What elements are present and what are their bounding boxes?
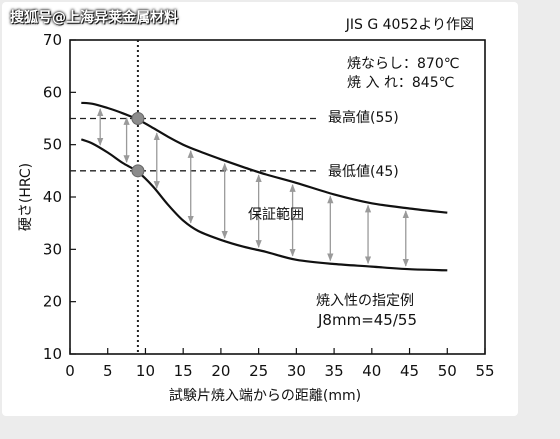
x-tick-label: 15 — [174, 362, 193, 380]
x-tick-label: 35 — [325, 362, 344, 380]
watermark-text: 搜狐号@上海异莱金属材料 — [10, 10, 178, 26]
y-tick-label: 40 — [43, 188, 62, 206]
condition-normalizing: 焼ならし：870℃ — [347, 56, 459, 72]
y-tick-label: 50 — [43, 136, 62, 154]
x-tick-label: 0 — [65, 362, 75, 380]
y-tick-label: 30 — [43, 240, 62, 258]
y-tick-label: 10 — [43, 345, 62, 363]
x-tick-label: 55 — [475, 362, 494, 380]
max-hardness-point — [131, 112, 145, 125]
spec-title: 焼入性の指定例 — [316, 293, 414, 309]
ref-line-min-label: 最低値(45) — [328, 164, 399, 180]
y-tick-label: 60 — [43, 83, 62, 101]
band-label: 保証範囲 — [248, 206, 304, 223]
x-tick-label: 40 — [362, 362, 381, 380]
y-tick-label: 70 — [43, 31, 62, 49]
x-tick-label: 20 — [211, 362, 230, 380]
x-tick-label: 50 — [438, 362, 457, 380]
y-axis-label: 硬さ(HRC) — [18, 163, 34, 231]
condition-quenching: 焼 入 れ：845℃ — [347, 75, 454, 91]
x-tick-label: 25 — [249, 362, 268, 380]
ref-line-max-label: 最高値(55) — [328, 109, 399, 126]
lower-hardness-curve — [80, 138, 448, 272]
x-tick-label: 10 — [136, 362, 155, 380]
source-note: JIS G 4052より作図 — [345, 17, 474, 33]
x-tick-label: 5 — [103, 362, 113, 380]
min-hardness-point — [131, 164, 145, 178]
y-tick-label: 20 — [43, 293, 62, 311]
x-tick-label: 30 — [287, 362, 306, 380]
spec-value: J8mm=45/55 — [317, 311, 417, 329]
x-tick-label: 45 — [400, 362, 419, 380]
x-axis-label: 試験片焼入端からの距離(mm) — [169, 387, 361, 404]
upper-hardness-curve — [81, 101, 448, 214]
